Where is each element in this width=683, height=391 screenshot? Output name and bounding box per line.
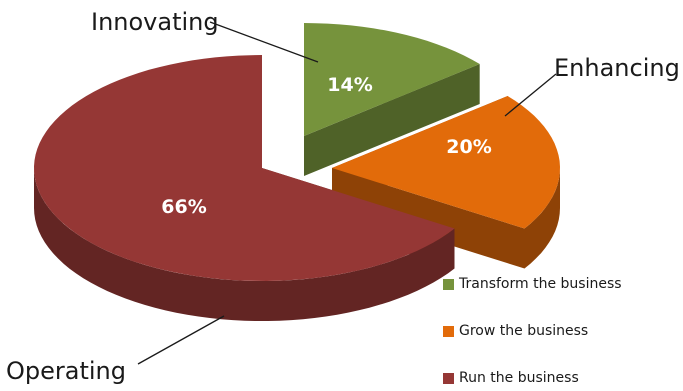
pie-top-layer: [34, 23, 560, 281]
legend-label-transform: Transform the business: [459, 276, 622, 292]
legend-swatch-run: [443, 372, 454, 384]
pie-side-run: [34, 168, 455, 321]
slice-label-grow: 20%: [446, 136, 491, 158]
callout-enhancing: Enhancing: [554, 54, 680, 82]
legend-swatch-grow: [443, 325, 454, 337]
legend-label-grow: Grow the business: [459, 323, 589, 339]
legend-item-grow: Grow the business: [443, 323, 588, 339]
callout-line-enhancing: [504, 73, 557, 117]
callout-line-operating: [137, 315, 225, 365]
pie-cut-transform-1: [304, 63, 480, 177]
pie-slice-grow: [332, 96, 560, 229]
legend-item-transform: Transform the business: [443, 276, 622, 292]
pie-side-grow: [524, 168, 560, 269]
slice-label-run: 66%: [161, 196, 206, 218]
legend-swatch-transform: [443, 278, 454, 290]
pie-slice-transform: [304, 23, 480, 136]
callout-operating: Operating: [6, 357, 126, 385]
legend-item-run: Run the business: [443, 370, 579, 386]
legend-label-run: Run the business: [459, 370, 579, 386]
pie-slice-run: [34, 55, 455, 281]
pie-cut-grow-1: [332, 168, 525, 269]
callout-innovating: Innovating: [91, 8, 219, 36]
slice-label-transform: 14%: [327, 74, 372, 96]
callout-line-innovating: [209, 21, 319, 63]
